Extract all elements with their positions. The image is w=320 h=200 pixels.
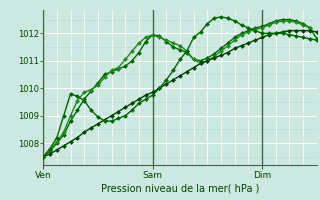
- X-axis label: Pression niveau de la mer( hPa ): Pression niveau de la mer( hPa ): [101, 184, 259, 194]
